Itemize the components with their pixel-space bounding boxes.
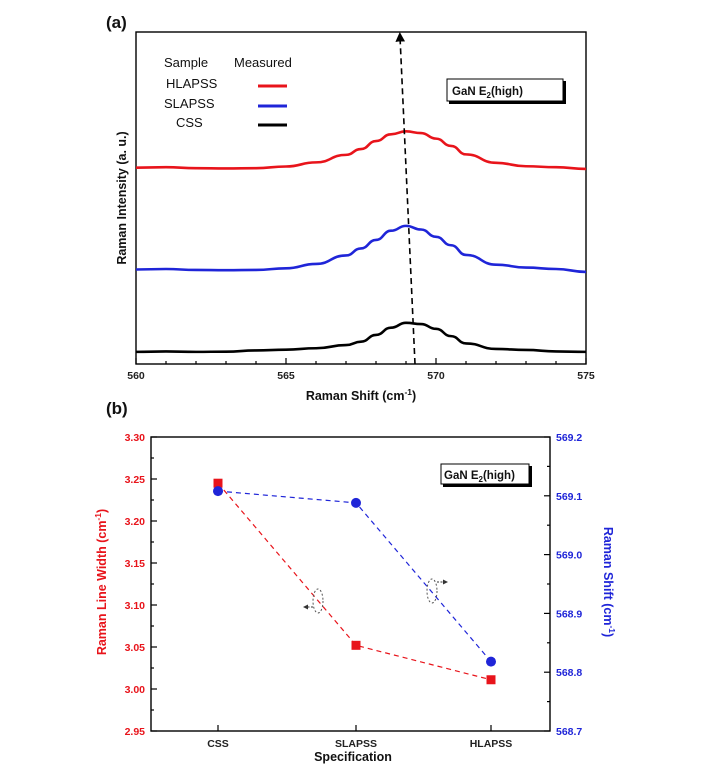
marker-raman-line-width-hlapss xyxy=(486,675,496,685)
panel-b-x-tick-label: CSS xyxy=(207,738,229,750)
panel-a-gan-tag: GaN E2(high) xyxy=(446,78,566,104)
series-line-raman-line-width xyxy=(217,482,492,681)
gan-tag-text: GaN E2(high) xyxy=(444,470,515,484)
panel-b-x-tick-label: SLAPSS xyxy=(335,738,377,750)
panel-a-x-tick-label: 565 xyxy=(277,370,295,382)
right-axis-pointer-arrowhead xyxy=(443,579,448,585)
series-line-slapss xyxy=(135,224,587,274)
panel-b-label: (b) xyxy=(106,399,128,418)
gan-tag-text: GaN E2(high) xyxy=(452,86,523,100)
panel-b-right-y-tick-label: 568.9 xyxy=(556,608,582,620)
panel-a-x-axis-title: Raman Shift (cm-1) xyxy=(306,387,416,403)
panel-b-left-y-tick-label: 3.30 xyxy=(125,432,146,444)
series-line-hlapss xyxy=(135,130,587,171)
panel-b-right-y-axis-title: Raman Shift (cm-1) xyxy=(601,527,617,637)
marker-raman-shift-hlapss xyxy=(486,656,496,667)
series-line-css xyxy=(135,321,587,354)
panel-b-right-y-tick-label: 569.1 xyxy=(556,491,582,503)
panel-b-left-y-tick-label: 3.00 xyxy=(125,684,146,696)
panel-b-left-y-tick-label: 3.25 xyxy=(125,474,146,486)
peak-shift-arrow xyxy=(395,32,416,365)
panel-a-y-axis-title: Raman Intensity (a. u.) xyxy=(115,131,129,264)
panel-b-ticks: 2.95 3.00 3.05 3.10 3.15 3.20 3.25 3.30 568.7 568… xyxy=(125,432,583,750)
panel-b-right-y-tick-label: 569.0 xyxy=(556,550,582,562)
right-axis-pointer-ellipse xyxy=(426,578,438,604)
panel-b-left-y-tick-label: 3.15 xyxy=(125,558,146,570)
legend-label-css: CSS xyxy=(176,115,203,130)
panel-b-right-y-tick-label: 568.7 xyxy=(556,726,582,738)
panel-a-label: (a) xyxy=(106,13,127,32)
marker-raman-shift-css xyxy=(213,486,223,497)
legend-header-measured: Measured xyxy=(234,55,292,70)
panel-a-x-tick-label: 560 xyxy=(127,370,145,382)
legend-label-slapss: SLAPSS xyxy=(164,96,215,111)
panel-b: (b) 2.95 3.00 3.05 3.10 3.15 3.20 3.25 3.30 568.… xyxy=(93,399,617,764)
panel-a: (a) 560 565 570 575 Sample Measured HLAPSS … xyxy=(106,13,595,403)
marker-raman-shift-slapss xyxy=(351,497,361,508)
panel-b-left-y-tick-label: 3.05 xyxy=(125,642,146,654)
panel-a-plot-frame xyxy=(135,31,587,365)
panel-b-left-y-tick-label: 3.20 xyxy=(125,516,146,528)
panel-b-left-y-tick-label: 3.10 xyxy=(125,600,146,612)
legend-header-sample: Sample xyxy=(164,55,208,70)
gan-tag-shadow-right xyxy=(563,81,566,103)
panel-a-x-tick-label: 575 xyxy=(577,370,595,382)
marker-raman-line-width-slapss xyxy=(351,640,361,650)
panel-a-x-tick-label: 570 xyxy=(427,370,445,382)
panel-b-left-y-tick-label: 2.95 xyxy=(125,726,146,738)
left-axis-pointer xyxy=(303,588,324,614)
panel-b-series xyxy=(213,478,496,685)
panel-a-series xyxy=(135,130,587,354)
gan-tag-shadow-right xyxy=(529,466,532,486)
panel-b-x-axis-title: Specification xyxy=(314,750,392,764)
series-line-raman-shift xyxy=(217,490,492,663)
right-axis-pointer xyxy=(426,578,448,604)
panel-a-x-ticks: 560 565 570 575 xyxy=(127,358,595,382)
marker-raman-line-width-css xyxy=(213,478,223,488)
panel-b-right-y-tick-label: 569.2 xyxy=(556,432,582,444)
panel-b-gan-tag: GaN E2(high) xyxy=(440,463,532,487)
panel-a-legend: Sample Measured HLAPSS SLAPSS CSS xyxy=(164,55,292,130)
panel-b-left-y-axis-title: Raman Line Width (cm-1) xyxy=(93,509,109,655)
left-axis-pointer-ellipse xyxy=(312,588,324,614)
panel-b-x-tick-label: HLAPSS xyxy=(470,738,513,750)
panel-b-right-y-tick-label: 568.8 xyxy=(556,667,582,679)
gan-tag-shadow-bottom xyxy=(443,484,532,487)
legend-label-hlapss: HLAPSS xyxy=(166,76,218,91)
left-axis-pointer-arrowhead xyxy=(303,604,308,610)
gan-tag-shadow-bottom xyxy=(449,101,566,104)
